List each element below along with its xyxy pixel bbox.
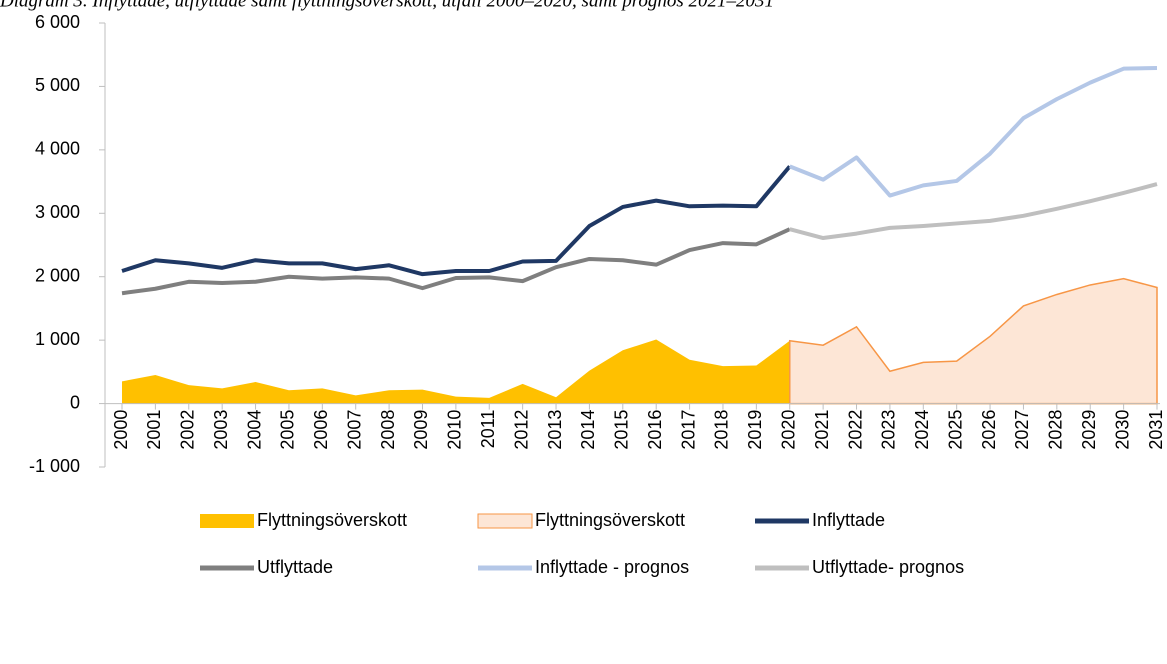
legend-label: Flyttningsöverskott <box>535 510 685 530</box>
y-tick-label: 1 000 <box>35 329 80 349</box>
legend-label: Utflyttade <box>257 557 333 577</box>
x-tick-label: 2017 <box>678 410 698 450</box>
line <box>121 165 792 277</box>
x-tick-label: 2002 <box>178 410 198 450</box>
x-tick-label: 2024 <box>912 410 932 450</box>
x-tick-label: 2020 <box>778 410 798 450</box>
x-tick-label: 2027 <box>1012 410 1032 450</box>
legend-label: Flyttningsöverskott <box>257 510 407 530</box>
x-tick-label: 2001 <box>144 410 164 450</box>
x-tick-label: 2010 <box>445 410 465 450</box>
y-tick-label: 3 000 <box>35 202 80 222</box>
chart-title: Diagram 3. Inflyttade, utflyttade samt f… <box>0 0 774 11</box>
y-tick-label: 5 000 <box>35 75 80 95</box>
area <box>122 339 790 404</box>
area <box>788 277 1158 405</box>
x-tick-label: 2025 <box>945 410 965 450</box>
y-tick-label: -1 000 <box>29 456 80 476</box>
legend-swatch <box>200 514 254 528</box>
legend-label: Inflyttade <box>812 510 885 530</box>
x-tick-label: 2028 <box>1046 410 1066 450</box>
line <box>789 182 1158 241</box>
y-tick-label: 0 <box>70 392 80 412</box>
x-tick-label: 2006 <box>311 410 331 450</box>
x-tick-label: 2013 <box>545 410 565 450</box>
legend-label: Inflyttade - prognos <box>535 557 689 577</box>
x-tick-label: 2009 <box>411 410 431 450</box>
x-tick-label: 2000 <box>111 410 131 450</box>
line <box>121 227 791 296</box>
y-tick-label: 6 000 <box>35 12 80 32</box>
x-tick-label: 2014 <box>578 410 598 450</box>
x-tick-label: 2021 <box>812 410 832 450</box>
x-tick-label: 2012 <box>511 410 531 450</box>
x-tick-label: 2029 <box>1079 410 1099 450</box>
x-tick-label: 2026 <box>979 410 999 450</box>
legend-label: Utflyttade- prognos <box>812 557 964 577</box>
x-tick-label: 2004 <box>244 410 264 450</box>
x-tick-label: 2015 <box>612 410 632 450</box>
legend-swatch <box>477 513 533 529</box>
x-tick-label: 2016 <box>645 410 665 450</box>
x-tick-label: 2031 <box>1146 410 1166 450</box>
x-tick-label: 2022 <box>845 410 865 450</box>
x-tick-label: 2019 <box>745 410 765 450</box>
x-tick-label: 2005 <box>278 410 298 450</box>
x-tick-label: 2008 <box>378 410 398 450</box>
y-tick-label: 2 000 <box>35 265 80 285</box>
x-tick-label: 2030 <box>1112 410 1132 450</box>
x-tick-label: 2018 <box>712 410 732 450</box>
x-tick-label: 2003 <box>211 410 231 450</box>
x-tick-label: 2011 <box>478 410 498 449</box>
x-tick-label: 2007 <box>344 410 364 450</box>
y-tick-label: 4 000 <box>35 139 80 159</box>
x-tick-label: 2023 <box>879 410 899 450</box>
line <box>789 66 1158 198</box>
